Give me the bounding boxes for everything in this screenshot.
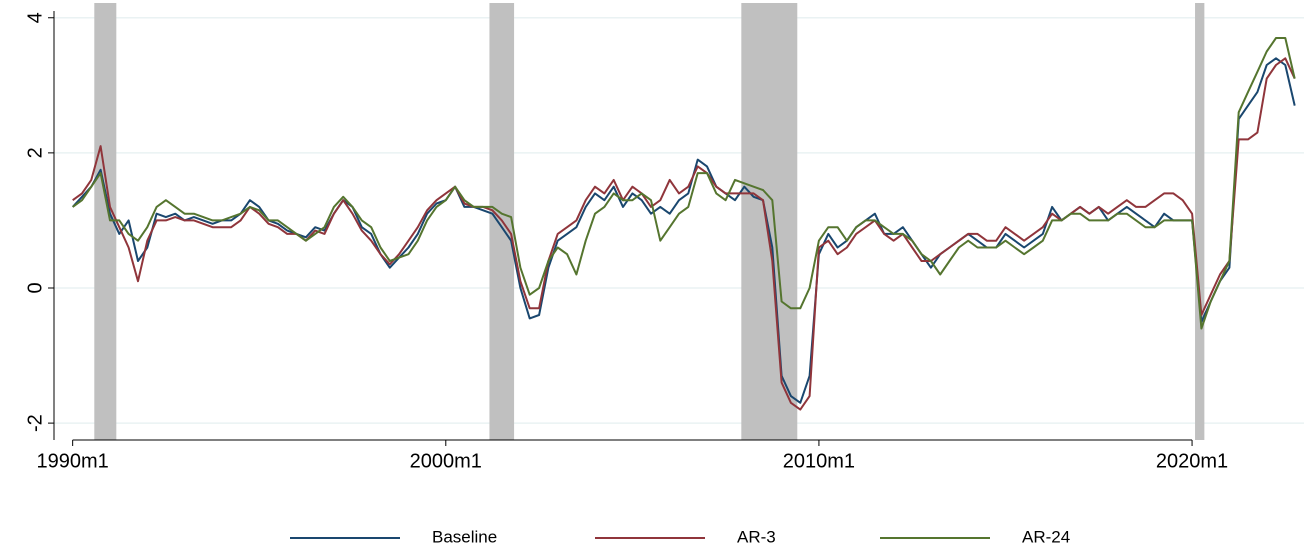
x-tick-label: 2000m1	[410, 450, 482, 472]
y-tick-label: 2	[24, 147, 46, 158]
recession-band	[1195, 3, 1205, 440]
recession-band	[94, 3, 117, 440]
legend-label: AR-24	[1022, 527, 1070, 546]
x-tick-label: 2010m1	[783, 450, 855, 472]
x-tick-label: 2020m1	[1156, 450, 1228, 472]
x-tick-label: 1990m1	[37, 450, 109, 472]
legend-label: AR-3	[737, 527, 776, 546]
series-line	[72, 37, 1296, 330]
y-tick-label: -2	[24, 414, 46, 432]
y-tick-label: 4	[24, 12, 46, 23]
recession-band	[741, 3, 798, 440]
y-tick-label: 0	[24, 282, 46, 293]
legend-label: Baseline	[432, 527, 497, 546]
series-line	[71, 57, 1296, 404]
legend: Baseline AR-3 AR-24	[290, 527, 1070, 546]
series-line	[72, 57, 1296, 411]
